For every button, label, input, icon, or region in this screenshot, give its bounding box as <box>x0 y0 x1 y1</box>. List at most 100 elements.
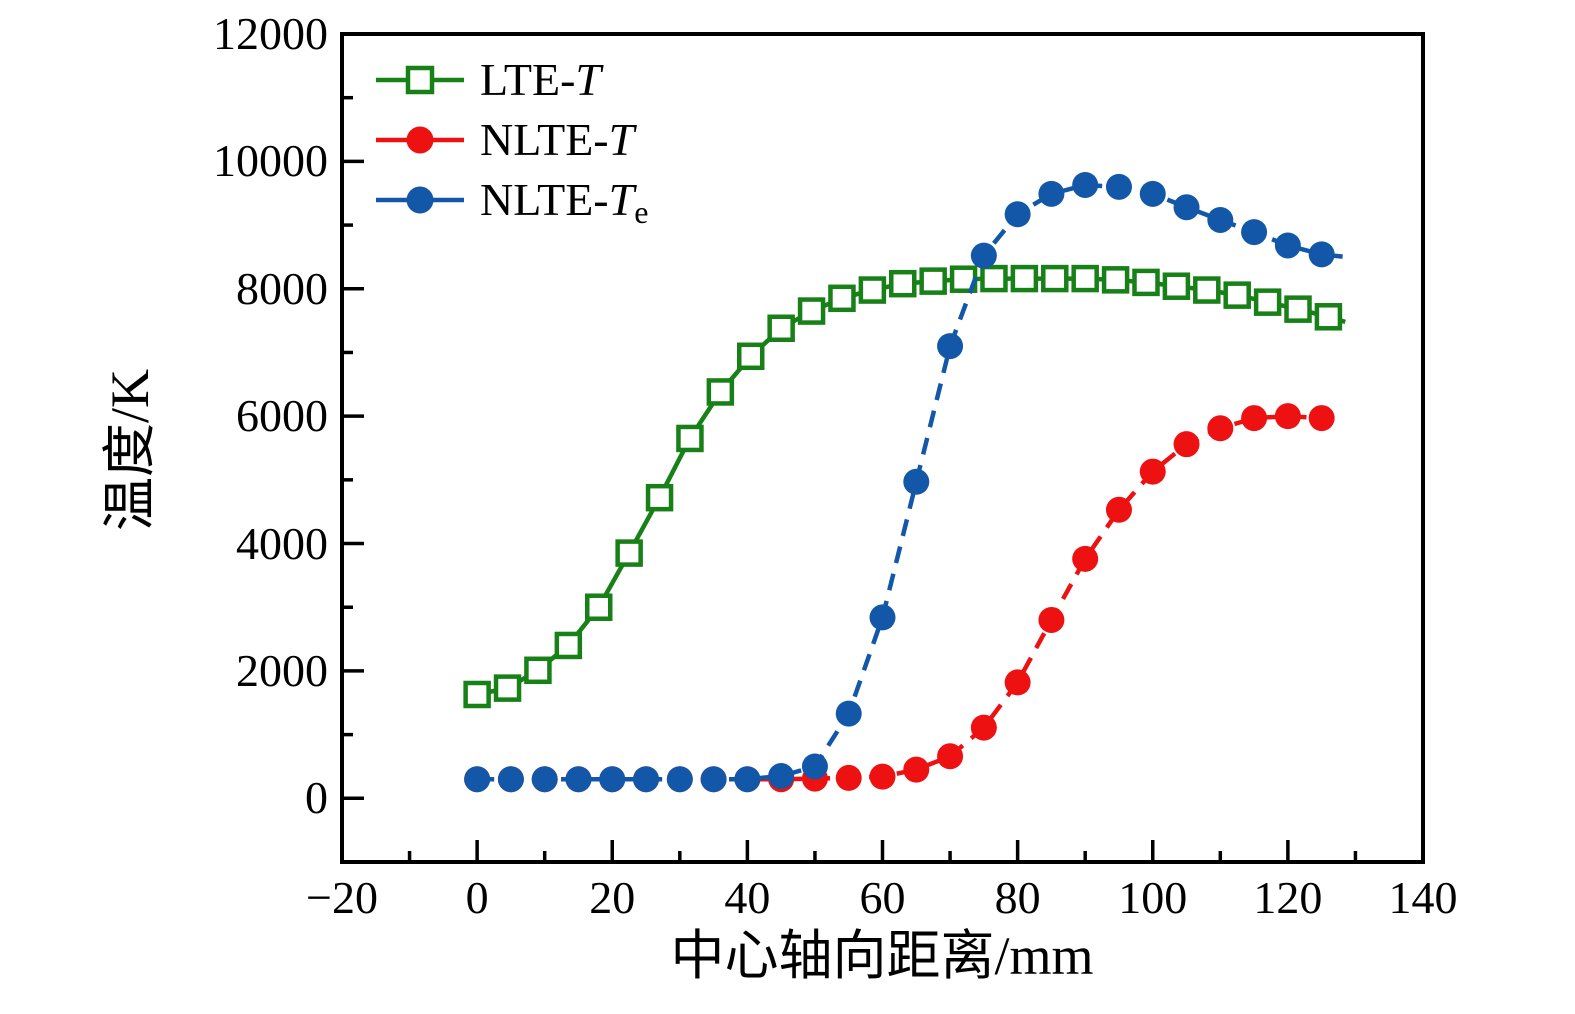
data-point-marker <box>1105 173 1132 200</box>
data-point-marker <box>1284 295 1312 323</box>
data-point-marker <box>584 593 613 621</box>
data-point-marker <box>497 766 524 793</box>
data-point-marker <box>1132 268 1160 297</box>
legend-item-nlte-te: NLTE-Te <box>374 170 648 230</box>
data-point-marker <box>889 269 917 298</box>
data-point-marker <box>1010 264 1039 293</box>
y-tick-label: 6000 <box>236 390 328 442</box>
data-point-marker <box>1072 171 1099 198</box>
data-point-marker <box>1101 266 1130 294</box>
y-axis-label: 温度/K <box>100 369 160 531</box>
plot-frame <box>340 32 1425 864</box>
data-point-marker <box>1139 180 1166 207</box>
data-point-marker <box>1241 219 1268 246</box>
data-point-marker <box>734 766 761 793</box>
series-nlte-te <box>464 171 1346 793</box>
data-point-marker <box>1004 669 1031 696</box>
data-point-marker <box>1041 264 1069 293</box>
data-point-marker <box>493 674 522 702</box>
data-point-marker <box>599 766 626 793</box>
data-point-marker <box>1308 405 1335 432</box>
y-tick-label: 2000 <box>236 644 328 696</box>
data-point-marker <box>554 631 583 660</box>
x-tick-label: 140 <box>1388 872 1458 923</box>
data-point-marker <box>1193 276 1221 304</box>
data-point-marker <box>1207 206 1234 233</box>
data-point-marker <box>1071 264 1099 293</box>
data-point-marker <box>937 333 964 360</box>
y-tick-label: 12000 <box>213 8 328 59</box>
data-point-marker <box>1207 415 1234 442</box>
data-point-marker <box>463 680 491 709</box>
x-tick-label: 20 <box>589 872 636 923</box>
data-point-marker <box>1038 180 1065 207</box>
legend-label-nlte-te: NLTE-Te <box>480 174 649 230</box>
data-point-marker <box>565 766 592 793</box>
legend: LTE-T NLTE-T NLTE-Te <box>374 50 648 230</box>
data-point-marker <box>797 297 826 325</box>
legend-item-nlte-t: NLTE-T <box>374 110 648 170</box>
data-point-marker <box>835 700 862 727</box>
x-axis-label: 中心轴向距离/mm <box>670 926 1094 986</box>
legend-label-lte-t: LTE-T <box>480 54 601 105</box>
series-lte-t <box>463 264 1346 709</box>
data-point-marker <box>835 764 862 791</box>
data-point-marker <box>633 766 660 793</box>
data-point-marker <box>1308 241 1335 268</box>
data-point-marker <box>1241 405 1268 432</box>
y-tick-label: 8000 <box>236 262 328 314</box>
data-point-marker <box>737 342 765 371</box>
x-tick-label: −20 <box>306 872 378 923</box>
data-point-marker <box>706 378 735 406</box>
data-point-marker <box>1274 403 1301 430</box>
data-point-marker <box>768 763 795 790</box>
data-point-marker <box>858 276 887 304</box>
data-point-marker <box>1173 431 1200 458</box>
data-point-marker <box>666 766 693 793</box>
x-tick-label: 80 <box>994 872 1041 923</box>
data-point-marker <box>801 753 828 780</box>
data-point-marker <box>869 604 896 631</box>
data-point-marker <box>1253 288 1282 316</box>
legend-label-nlte-t: NLTE-T <box>480 114 635 165</box>
data-point-marker <box>903 756 930 783</box>
data-point-marker <box>645 483 674 512</box>
data-point-marker <box>828 284 856 313</box>
x-tick-label: 100 <box>1118 872 1188 923</box>
y-tick-label: 4000 <box>236 517 328 569</box>
legend-swatch-nlte-t-icon <box>374 123 466 157</box>
data-point-marker <box>676 424 704 453</box>
data-point-marker <box>903 468 930 495</box>
legend-item-lte-t: LTE-T <box>374 50 648 110</box>
data-point-marker <box>919 267 947 295</box>
data-point-marker <box>970 714 997 741</box>
data-point-marker <box>1314 303 1343 331</box>
data-point-marker <box>767 314 795 343</box>
data-point-marker <box>1004 201 1031 228</box>
data-point-marker <box>464 766 491 793</box>
data-point-marker <box>615 539 643 567</box>
data-point-marker <box>700 766 727 793</box>
data-point-marker <box>1223 281 1251 309</box>
data-point-marker <box>1139 458 1166 485</box>
data-point-marker <box>1105 496 1132 523</box>
data-point-marker <box>869 763 896 790</box>
x-tick-label: 40 <box>724 872 771 923</box>
data-point-marker <box>970 242 997 269</box>
x-tick-label: 120 <box>1253 872 1323 923</box>
data-point-marker <box>531 766 558 793</box>
x-tick-label: 0 <box>465 872 489 923</box>
data-point-marker <box>524 656 552 685</box>
y-tick-label: 0 <box>305 772 328 824</box>
data-point-marker <box>980 264 1008 293</box>
data-point-marker <box>1274 232 1301 259</box>
data-point-marker <box>1038 606 1065 633</box>
legend-swatch-lte-t-icon <box>374 63 466 97</box>
data-point-marker <box>1173 194 1200 221</box>
data-point-marker <box>937 743 964 770</box>
data-point-marker <box>1072 545 1099 572</box>
legend-swatch-nlte-te-icon <box>374 183 466 217</box>
y-tick-label: 10000 <box>213 135 328 187</box>
